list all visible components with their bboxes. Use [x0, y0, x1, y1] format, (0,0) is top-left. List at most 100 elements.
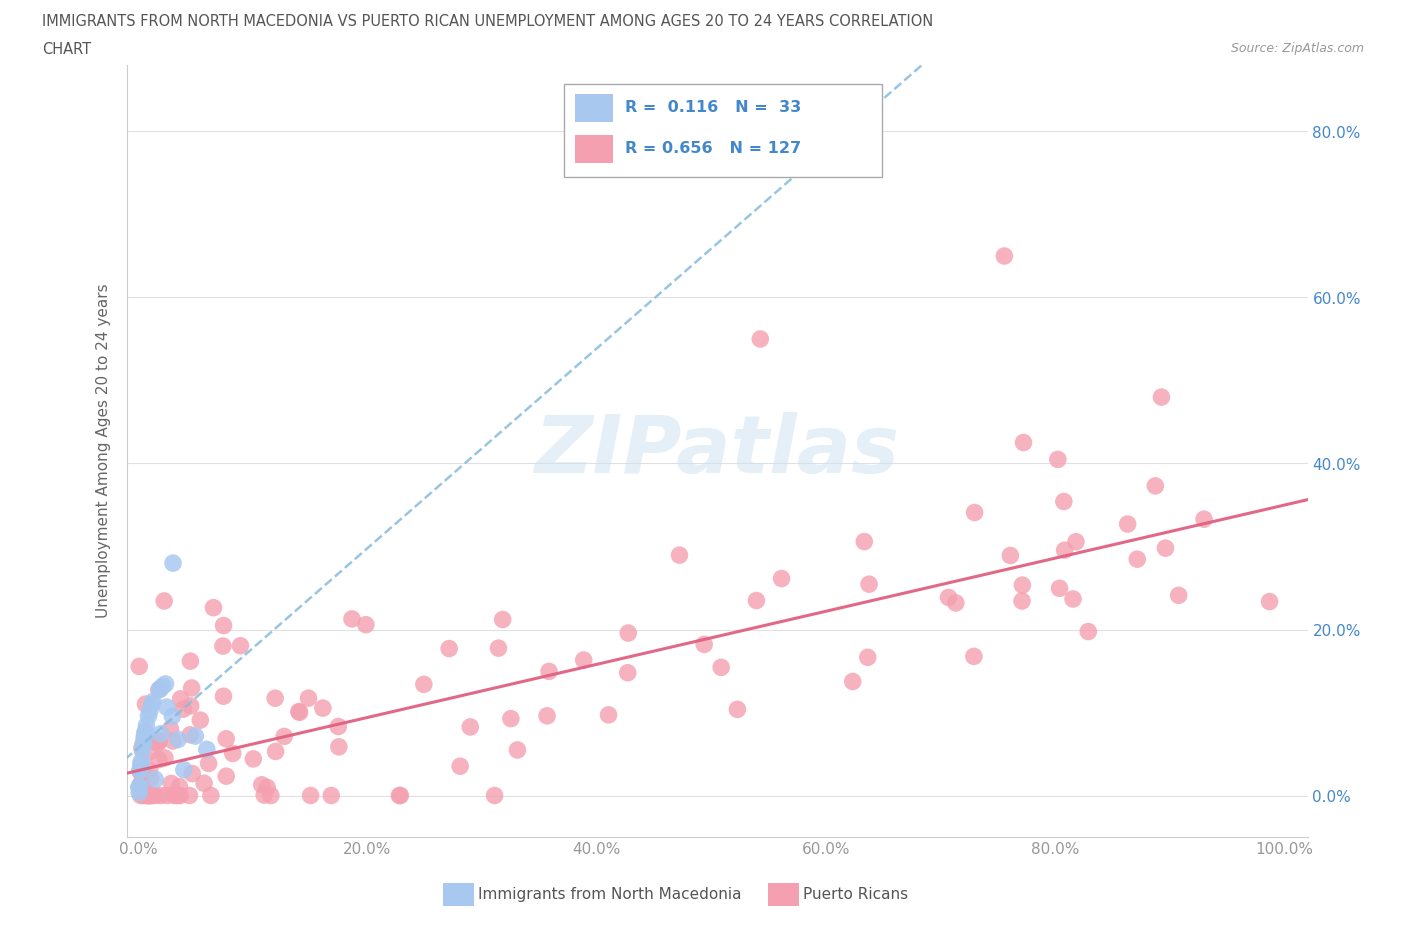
Point [1062, 591, 1084, 606]
Point [139, 771, 162, 786]
Text: CHART: CHART [42, 42, 91, 57]
Point [134, 725, 156, 740]
Point [159, 722, 181, 737]
Point [242, 751, 264, 766]
Point [128, 659, 150, 674]
Text: Puerto Ricans: Puerto Ricans [803, 886, 908, 901]
Point [197, 756, 219, 771]
Point [536, 709, 558, 724]
Point [146, 735, 169, 750]
Point [1064, 535, 1087, 550]
Point [725, 702, 748, 717]
Point [841, 674, 863, 689]
Point [449, 759, 471, 774]
Point [288, 705, 311, 720]
Point [484, 788, 506, 803]
Point [180, 681, 202, 696]
Point [160, 776, 183, 790]
Point [260, 788, 283, 803]
Point [458, 720, 481, 735]
Point [134, 729, 156, 744]
Point [181, 766, 204, 781]
Point [148, 733, 170, 748]
Point [131, 775, 153, 790]
Point [749, 332, 772, 347]
Point [131, 740, 153, 755]
Point [188, 712, 211, 727]
Point [129, 764, 152, 778]
Point [132, 781, 155, 796]
Point [152, 679, 174, 694]
Point [388, 788, 411, 803]
Point [945, 595, 967, 610]
Point [1012, 435, 1035, 450]
Point [169, 788, 191, 803]
Point [1154, 540, 1177, 555]
Point [1144, 478, 1167, 493]
Point [215, 731, 238, 746]
Point [138, 788, 160, 803]
Point [200, 788, 222, 803]
Point [321, 788, 343, 803]
Point [250, 777, 273, 792]
Point [179, 727, 201, 742]
Y-axis label: Unemployment Among Ages 20 to 24 years: Unemployment Among Ages 20 to 24 years [96, 284, 111, 618]
Point [1000, 548, 1022, 563]
Point [128, 780, 150, 795]
Point [710, 660, 733, 675]
Point [1011, 578, 1033, 592]
Point [143, 788, 166, 803]
Point [856, 650, 879, 665]
Point [537, 664, 560, 679]
Point [131, 744, 153, 759]
Text: ZIPatlas: ZIPatlas [534, 412, 900, 490]
Point [328, 739, 350, 754]
Point [616, 665, 638, 680]
Point [141, 788, 163, 803]
Point [389, 788, 412, 803]
Point [491, 612, 513, 627]
Point [148, 752, 170, 767]
Point [134, 697, 156, 711]
Point [132, 737, 155, 751]
Point [172, 702, 194, 717]
Point [149, 726, 172, 741]
Point [1258, 594, 1281, 609]
Point [1116, 516, 1139, 531]
Point [195, 742, 218, 757]
Point [128, 779, 150, 794]
Point [163, 788, 186, 803]
Point [179, 788, 201, 803]
Point [132, 736, 155, 751]
Point [222, 746, 245, 761]
Point [129, 754, 152, 769]
Point [963, 505, 986, 520]
Point [1150, 390, 1173, 405]
Point [212, 689, 235, 704]
Point [506, 742, 529, 757]
Point [299, 788, 322, 803]
Point [1053, 543, 1076, 558]
Point [617, 626, 640, 641]
FancyBboxPatch shape [564, 85, 883, 177]
Point [135, 718, 157, 733]
Point [129, 764, 152, 778]
Point [134, 769, 156, 784]
Point [146, 736, 169, 751]
Point [156, 699, 179, 714]
Point [149, 788, 172, 803]
Point [256, 780, 278, 795]
Point [668, 548, 690, 563]
Point [135, 788, 157, 803]
Point [297, 691, 319, 706]
FancyBboxPatch shape [575, 136, 613, 163]
Point [129, 761, 152, 776]
Text: R = 0.656   N = 127: R = 0.656 N = 127 [624, 141, 801, 156]
Point [853, 534, 876, 549]
Point [180, 698, 202, 713]
Text: Immigrants from North Macedonia: Immigrants from North Macedonia [478, 886, 742, 901]
Point [1049, 581, 1071, 596]
Point [162, 709, 184, 724]
Point [745, 593, 768, 608]
Point [169, 779, 191, 794]
